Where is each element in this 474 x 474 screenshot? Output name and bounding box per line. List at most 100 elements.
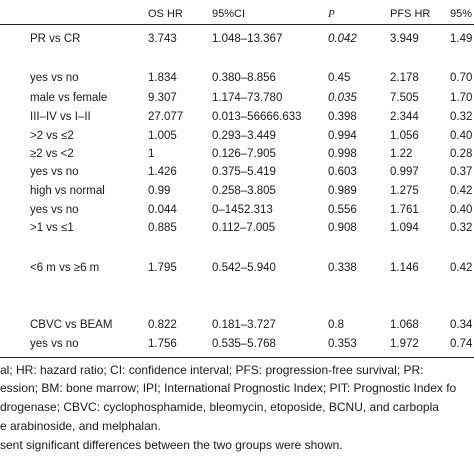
pfs-hr-cell: 1.056: [390, 130, 419, 142]
p-value-cell: 0.353: [328, 338, 357, 350]
os-ci-cell: 0–1452.313: [212, 204, 273, 216]
comparison-cell: <6 m vs ≥6 m: [30, 262, 100, 274]
p-value-cell: 0.989: [328, 185, 357, 197]
comparison-cell: high vs normal: [30, 185, 105, 197]
os-hr-cell: 1.795: [148, 262, 177, 274]
footnote-line: drogenase; CBVC: cyclophosphamide, bleom…: [0, 400, 439, 414]
table-row: yes vs no 0.044 0–1452.313 0.556 1.761 0…: [0, 204, 474, 224]
os-hr-cell: 0.885: [148, 222, 177, 234]
os-hr-cell: 0.822: [148, 319, 177, 331]
os-ci-cell: 0.542–5.940: [212, 262, 276, 274]
comparison-cell: >2 vs ≤2: [30, 130, 74, 142]
os-hr-cell: 27.077: [148, 111, 184, 123]
pfs-ci-cell: 0.42: [450, 185, 473, 197]
pfs-hr-cell: 1.275: [390, 185, 419, 197]
comparison-cell: >1 vs ≤1: [30, 222, 74, 234]
p-value-cell: 0.556: [328, 204, 357, 216]
os-ci-cell: 0.013–56666.633: [212, 111, 302, 123]
comparison-cell: ≥2 vs <2: [30, 148, 74, 160]
pfs-ci-cell: 1.49: [450, 33, 473, 45]
table-row: <6 m vs ≥6 m 1.795 0.542–5.940 0.338 1.1…: [0, 262, 474, 282]
p-value-cell: 0.398: [328, 111, 357, 123]
header-95ci: 95%CI: [212, 8, 246, 20]
p-value-cell: 0.908: [328, 222, 357, 234]
table-row: >1 vs ≤1 0.885 0.112–7.005 0.908 1.094 0…: [0, 222, 474, 242]
pfs-ci-cell: 0.32: [450, 222, 473, 234]
table-row: yes vs no 1.756 0.535–5.768 0.353 1.972 …: [0, 338, 474, 358]
os-hr-cell: 1.756: [148, 338, 177, 350]
table-row: high vs normal 0.99 0.258–3.805 0.989 1.…: [0, 185, 474, 205]
pfs-ci-cell: 0.37: [450, 166, 473, 178]
comparison-cell: yes vs no: [30, 166, 79, 178]
footnote-line: al; HR: hazard ratio; CI: confidence int…: [0, 363, 424, 377]
table-row: III–IV vs I–II 27.077 0.013–56666.633 0.…: [0, 111, 474, 131]
p-value-cell: 0.338: [328, 262, 357, 274]
p-value-cell: 0.042: [328, 33, 357, 45]
pfs-hr-cell: 1.22: [390, 148, 413, 160]
os-ci-cell: 1.048–13.367: [212, 33, 283, 45]
os-ci-cell: 0.293–3.449: [212, 130, 276, 142]
os-hr-cell: 1.834: [148, 72, 177, 84]
pfs-ci-cell: 0.32: [450, 111, 473, 123]
header-rule: [0, 24, 474, 25]
header-pfs-hr: PFS HR: [390, 8, 431, 20]
header-p: P: [328, 8, 335, 20]
pfs-ci-cell: 0.70: [450, 72, 473, 84]
header-95ci-pfs: 95%: [450, 8, 473, 20]
pfs-ci-cell: 0.28: [450, 148, 473, 160]
p-value-cell: 0.603: [328, 166, 357, 178]
table-row: ≥2 vs <2 1 0.126–7.905 0.998 1.22 0.28: [0, 148, 474, 168]
comparison-cell: male vs female: [30, 92, 108, 104]
os-ci-cell: 0.126–7.905: [212, 148, 276, 160]
comparison-cell: yes vs no: [30, 204, 79, 216]
os-ci-cell: 0.375–5.419: [212, 166, 276, 178]
pfs-hr-cell: 2.344: [390, 111, 419, 123]
table-row: PR vs CR 3.743 1.048–13.367 0.042 3.949 …: [0, 33, 474, 53]
pfs-hr-cell: 1.068: [390, 319, 419, 331]
header-os-hr: OS HR: [148, 8, 183, 20]
p-value-cell: 0.45: [328, 72, 351, 84]
os-ci-cell: 0.181–3.727: [212, 319, 276, 331]
os-hr-cell: 0.99: [148, 185, 171, 197]
pfs-hr-cell: 1.972: [390, 338, 419, 350]
os-ci-cell: 0.258–3.805: [212, 185, 276, 197]
table-row: male vs female 9.307 1.174–73.780 0.035 …: [0, 92, 474, 112]
os-ci-cell: 0.112–7.005: [212, 222, 276, 234]
table-row: yes vs no 1.834 0.380–8.856 0.45 2.178 0…: [0, 72, 474, 92]
pfs-ci-cell: 0.40: [450, 204, 473, 216]
comparison-cell: yes vs no: [30, 338, 79, 350]
pfs-ci-cell: 1.70: [450, 92, 473, 104]
os-hr-cell: 0.044: [148, 204, 177, 216]
pfs-hr-cell: 1.094: [390, 222, 419, 234]
footnote-line: ession; BM: bone marrow; IPI; Internatio…: [0, 381, 457, 395]
footnote-line: sent significant differences between the…: [0, 438, 343, 452]
table-bottom-rule: [0, 357, 474, 358]
pfs-hr-cell: 1.146: [390, 262, 419, 274]
pfs-ci-cell: 0.74: [450, 338, 473, 350]
pfs-ci-cell: 0.42: [450, 262, 473, 274]
pfs-hr-cell: 2.178: [390, 72, 419, 84]
p-value-cell: 0.8: [328, 319, 344, 331]
pfs-hr-cell: 7.505: [390, 92, 419, 104]
p-value-cell: 0.035: [328, 92, 357, 104]
table-row: >2 vs ≤2 1.005 0.293–3.449 0.994 1.056 0…: [0, 130, 474, 150]
table-row: yes vs no 1.426 0.375–5.419 0.603 0.997 …: [0, 166, 474, 186]
os-ci-cell: 1.174–73.780: [212, 92, 283, 104]
os-hr-cell: 1: [148, 148, 155, 160]
comparison-cell: CBVC vs BEAM: [30, 319, 113, 331]
os-hr-cell: 9.307: [148, 92, 177, 104]
comparison-cell: III–IV vs I–II: [30, 111, 91, 123]
pfs-hr-cell: 0.997: [390, 166, 419, 178]
comparison-cell: yes vs no: [30, 72, 79, 84]
footnote-line: e arabinoside, and melphalan.: [0, 419, 161, 433]
pfs-hr-cell: 1.761: [390, 204, 419, 216]
table-row: CBVC vs BEAM 0.822 0.181–3.727 0.8 1.068…: [0, 319, 474, 339]
os-ci-cell: 0.535–5.768: [212, 338, 276, 350]
p-value-cell: 0.998: [328, 148, 357, 160]
os-hr-cell: 1.426: [148, 166, 177, 178]
pfs-hr-cell: 3.949: [390, 33, 419, 45]
os-hr-cell: 1.005: [148, 130, 177, 142]
pfs-ci-cell: 0.40: [450, 130, 473, 142]
comparison-cell: PR vs CR: [30, 33, 81, 45]
os-hr-cell: 3.743: [148, 33, 177, 45]
